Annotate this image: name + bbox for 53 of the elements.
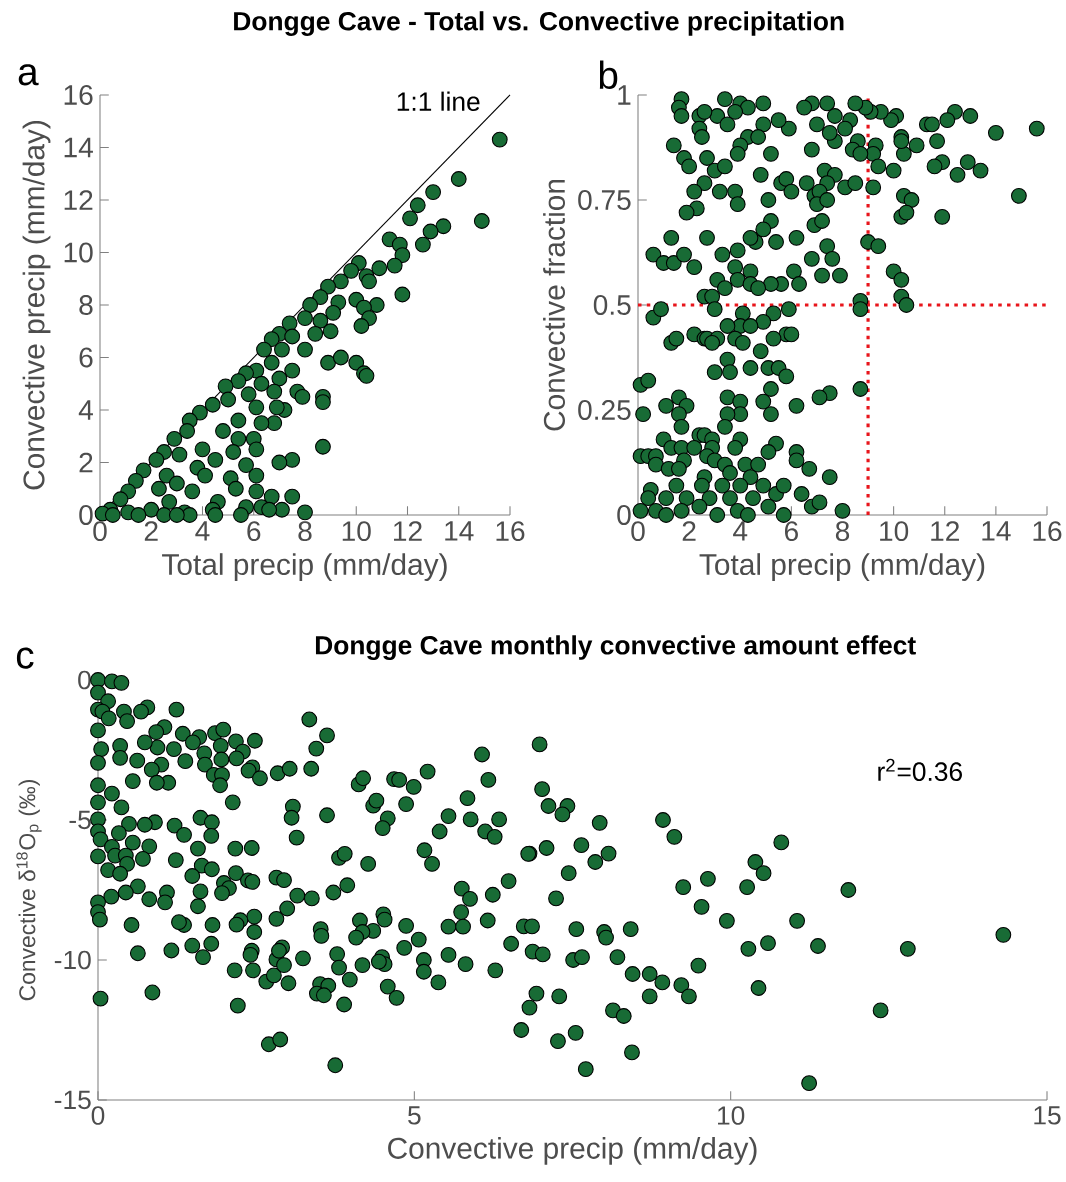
y-tick-label: 1 [618, 85, 631, 105]
y-tick-label: 12 [64, 190, 93, 210]
x-tick-label: 6 [784, 521, 798, 542]
x-tick-label: 16 [496, 521, 525, 542]
x-tick-label: 0 [631, 521, 645, 542]
x-tick-label: 10 [342, 521, 371, 542]
y-axis-title: Convective δ$^{18}$O$_{p}$ (‰) [16, 780, 42, 1001]
x-axis-title: Total precip (mm/day) [699, 553, 985, 582]
x-tick-label: 2 [682, 521, 696, 541]
text: a [18, 64, 39, 86]
x-tick-label: 0 [93, 521, 107, 542]
x-tick-label: 5 [408, 1106, 421, 1125]
y-axis-title: Convective precip (mm/day) [22, 120, 51, 490]
y-tick-label: 8 [79, 295, 93, 315]
x-tick-label: 15 [1034, 1106, 1061, 1125]
x-tick-label: 12 [394, 521, 422, 541]
x-tick-label: 6 [247, 521, 261, 542]
chart-title: Dongge Cave monthly convective amount effect [315, 635, 916, 660]
y-tick-label: -15 [54, 1090, 91, 1110]
y-tick-label: 0.25 [578, 400, 631, 420]
y-tick-label: 0 [78, 670, 91, 690]
y-axis-title: Convective fraction [543, 179, 566, 431]
y-tick-label: 6 [79, 347, 93, 368]
x-tick-label: 16 [1033, 521, 1062, 542]
y-tick-label: 0 [617, 505, 631, 525]
y-tick-label: 10 [64, 242, 93, 263]
annotation: 1:1 line [397, 91, 480, 111]
x-axis-title: Convective precip (mm/day) [388, 1136, 757, 1165]
annotation: r$^{2}$=0.36 [878, 758, 962, 782]
x-tick-label: 8 [835, 521, 850, 542]
x-tick-label: 10 [718, 1106, 745, 1125]
y-tick-label: 4 [78, 400, 93, 420]
chart-title: Dongge Cave - Total vs. Convective precipitation [234, 11, 844, 36]
x-axis-title: Total precip (mm/day) [162, 553, 447, 582]
x-tick-label: 2 [144, 521, 158, 541]
y-tick-label: 2 [79, 452, 93, 473]
x-tick-label: 4 [733, 521, 748, 541]
x-tick-label: 14 [982, 521, 1011, 541]
y-tick-label: 14 [64, 137, 93, 158]
x-tick-label: 10 [880, 521, 909, 542]
y-tick-label: 0 [79, 505, 93, 525]
text: c [16, 647, 34, 669]
y-tick-label: 0.75 [578, 190, 631, 210]
x-tick-label: 14 [445, 521, 474, 541]
y-tick-label: -5 [69, 810, 91, 830]
x-tick-label: 0 [91, 1106, 105, 1125]
x-tick-label: 4 [195, 521, 210, 541]
x-tick-label: 8 [298, 521, 312, 542]
x-tick-label: 12 [931, 521, 959, 541]
y-tick-label: 16 [64, 85, 93, 105]
y-tick-label: -10 [54, 950, 91, 970]
y-tick-label: 0.5 [593, 295, 631, 315]
text: b [599, 60, 618, 90]
